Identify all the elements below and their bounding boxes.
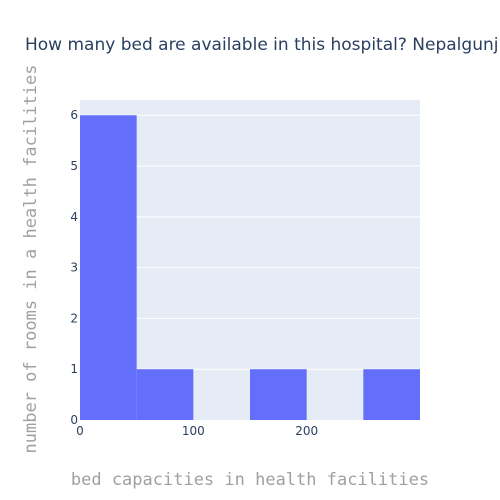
x-axis-title: bed capacities in health facilities [71,470,429,490]
y-axis-ticks: 0 1 2 3 4 5 6 [70,108,78,427]
y-tick-label: 4 [70,210,78,224]
y-tick-label: 6 [70,108,78,122]
histogram-bar [363,369,420,420]
histogram-bar [250,369,307,420]
histogram-bar [136,369,194,420]
x-axis-ticks: 0 100 200 [76,424,318,438]
x-tick-label: 100 [182,424,205,438]
x-tick-label: 0 [76,424,84,438]
x-tick-label: 200 [295,424,318,438]
y-tick-label: 3 [70,261,78,275]
chart-title: How many bed are available in this hospi… [25,35,498,55]
histogram-bar [80,115,137,420]
bars [80,115,420,420]
y-tick-label: 1 [70,362,78,376]
y-tick-label: 2 [70,311,78,325]
y-tick-label: 0 [70,413,78,427]
y-tick-label: 5 [70,159,78,173]
y-axis-title: number of rooms in a health facilities [21,65,41,454]
